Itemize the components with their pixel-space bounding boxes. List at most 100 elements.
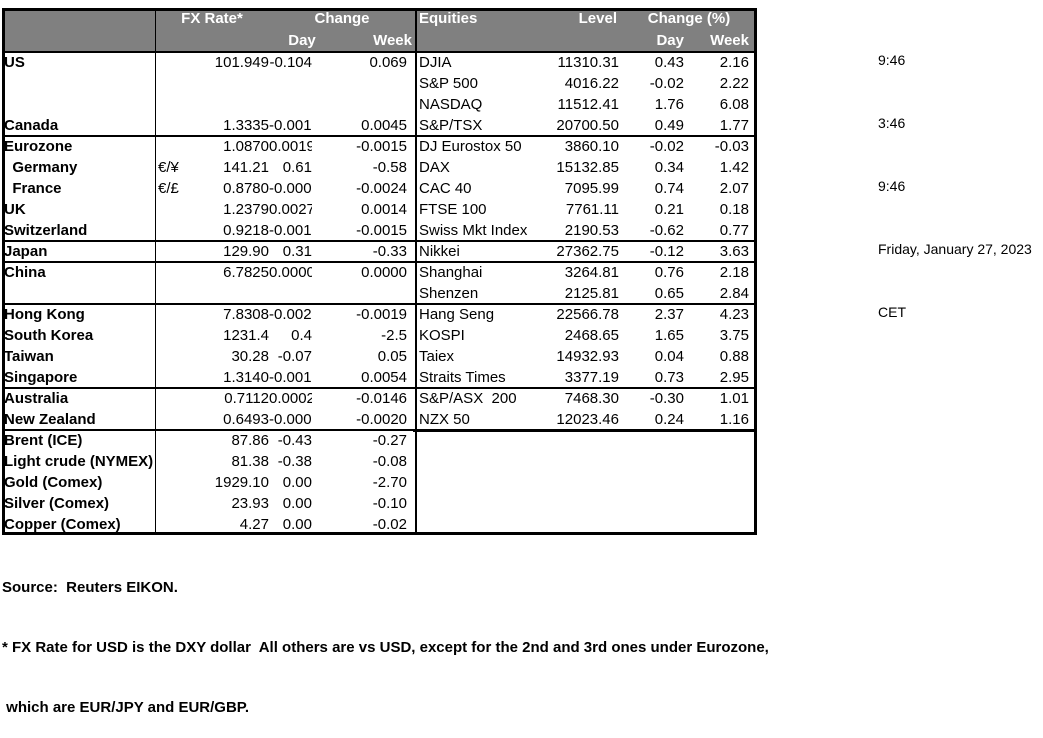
equity-day-change[interactable] (621, 514, 686, 535)
equity-label[interactable]: Taiex (419, 348, 455, 365)
equity-level-value[interactable]: 3860.10 (564, 138, 619, 155)
fx-label[interactable]: Eurozone (4, 138, 73, 155)
fx-day-change[interactable]: 0.00 (282, 495, 312, 512)
equity-label[interactable]: CAC 40 (419, 180, 472, 197)
fx-label[interactable]: Gold (Comex) (4, 474, 103, 491)
equity-day-change[interactable]: 0.24 (654, 411, 684, 428)
fx-rate-value[interactable]: 1231.4 (223, 327, 269, 344)
fx-day-change[interactable]: 0.31 (282, 243, 312, 260)
fx-rate-value[interactable]: 7.8308 (223, 306, 269, 323)
equity-day-change[interactable]: 1.65 (654, 327, 684, 344)
region-header-cell[interactable] (2, 8, 155, 30)
equity-label[interactable]: Shenzen (419, 285, 479, 302)
fx-week-change[interactable]: 0.0014 (361, 201, 407, 218)
fx-rate-value[interactable] (187, 283, 269, 304)
equity-week-change[interactable]: 3.75 (719, 327, 749, 344)
equities-week-header[interactable]: Week (710, 32, 749, 49)
fx-rate-value[interactable]: 1.3140 (223, 369, 269, 386)
equities-day-header[interactable]: Day (656, 32, 684, 49)
fx-rate-value[interactable]: 6.7825 (223, 264, 269, 281)
equity-level-value[interactable] (541, 514, 621, 535)
fx-week-change[interactable]: 0.05 (377, 348, 407, 365)
equity-label[interactable]: Straits Times (419, 369, 506, 386)
equity-day-change[interactable]: -0.12 (649, 243, 684, 260)
fx-label[interactable]: China (4, 264, 46, 281)
equity-week-change[interactable]: -0.03 (714, 138, 749, 155)
fx-symbol[interactable] (155, 493, 187, 514)
fx-symbol[interactable] (155, 472, 187, 493)
equity-day-change[interactable]: -0.62 (649, 222, 684, 239)
fx-day-change[interactable]: 0.00 (282, 474, 312, 491)
equity-day-change[interactable]: 1.76 (654, 96, 684, 113)
equities-change-header[interactable]: Change (%) (647, 10, 731, 27)
fx-day-header[interactable]: Day (288, 32, 316, 49)
fx-label[interactable]: Copper (Comex) (4, 516, 121, 533)
equity-week-change[interactable]: 1.16 (719, 411, 749, 428)
fx-week-change[interactable]: -0.08 (372, 453, 407, 470)
fx-rate-value[interactable]: 0.8780 (223, 180, 269, 197)
fx-week-change[interactable]: -2.70 (372, 474, 407, 491)
equity-day-change[interactable]: 0.21 (654, 201, 684, 218)
fx-week-change[interactable]: -0.27 (372, 432, 407, 449)
fx-label[interactable]: US (4, 54, 25, 71)
equity-level-value[interactable]: 2125.81 (564, 285, 619, 302)
fx-day-change[interactable]: 0.0019 (269, 138, 312, 155)
fx-symbol[interactable] (155, 220, 187, 241)
fx-label[interactable]: UK (4, 201, 26, 218)
fx-week-change[interactable]: 0.0000 (361, 264, 407, 281)
fx-symbol[interactable] (155, 94, 187, 115)
equity-week-change[interactable] (686, 514, 757, 535)
fx-week-change[interactable]: -0.0015 (356, 138, 407, 155)
fx-label[interactable]: Silver (Comex) (4, 495, 110, 512)
equity-label[interactable]: DAX (419, 159, 450, 176)
equity-day-change[interactable]: 0.76 (654, 264, 684, 281)
equity-level-value[interactable] (541, 472, 621, 493)
fx-rate-value[interactable]: 4.27 (239, 516, 269, 533)
equity-week-change[interactable]: 0.18 (719, 201, 749, 218)
fx-week-change[interactable]: -0.10 (372, 495, 407, 512)
fx-change-header[interactable]: Change (314, 10, 370, 27)
fx-day-change[interactable]: -0.104 (269, 54, 312, 71)
fx-symbol[interactable] (155, 283, 187, 304)
equity-level-value[interactable]: 15132.85 (556, 159, 619, 176)
fx-week-change[interactable]: -0.33 (372, 243, 407, 260)
fx-rate-value[interactable]: 1929.10 (214, 474, 269, 491)
equity-week-change[interactable] (686, 451, 757, 472)
equity-label[interactable] (415, 430, 541, 451)
fx-label[interactable] (2, 73, 155, 94)
equity-level-value[interactable]: 11512.41 (557, 96, 619, 113)
fx-day-change[interactable]: -0.38 (277, 453, 312, 470)
equity-level-value[interactable]: 2190.53 (564, 222, 619, 239)
equity-label[interactable]: Hang Seng (419, 306, 495, 323)
fx-day-change[interactable]: 0.4 (291, 327, 312, 344)
fx-symbol[interactable] (155, 73, 187, 94)
fx-rate-value[interactable]: 1.0870 (223, 138, 269, 155)
fx-label[interactable]: Australia (4, 390, 69, 407)
fx-label[interactable]: Hong Kong (4, 306, 85, 323)
fx-rate-value[interactable]: 87.86 (231, 432, 269, 449)
fx-rate-value[interactable] (187, 94, 269, 115)
fx-day-change[interactable]: 0.0027 (269, 201, 312, 218)
fx-symbol[interactable] (155, 115, 187, 136)
fx-day-change[interactable]: 0.0002 (269, 390, 312, 407)
fx-day-change[interactable]: -0.0003 (269, 180, 312, 197)
equity-week-change[interactable] (686, 493, 757, 514)
equity-day-change[interactable]: 0.65 (654, 285, 684, 302)
equity-label[interactable]: Nikkei (419, 243, 460, 260)
equity-week-change[interactable] (686, 472, 757, 493)
fx-rate-value[interactable]: 141.21 (223, 159, 269, 176)
equity-label[interactable]: FTSE 100 (419, 201, 487, 218)
fx-day-change[interactable] (269, 94, 312, 115)
fx-week-change[interactable]: -2.5 (381, 327, 407, 344)
fx-symbol[interactable]: €/£ (158, 180, 179, 197)
equity-label[interactable]: Swiss Mkt Index (419, 222, 528, 239)
equity-label[interactable]: DJ Eurostox 50 (419, 138, 522, 155)
equity-day-change[interactable]: -0.02 (649, 138, 684, 155)
fx-symbol[interactable] (155, 304, 187, 325)
equity-level-value[interactable]: 4016.22 (564, 75, 619, 92)
equity-day-change[interactable]: -0.02 (649, 75, 684, 92)
fx-rate-value[interactable]: 0.9218 (223, 222, 269, 239)
fx-day-change[interactable]: 0.61 (282, 159, 312, 176)
equity-level-value[interactable]: 14932.93 (556, 348, 619, 365)
fx-label[interactable]: South Korea (4, 327, 94, 344)
